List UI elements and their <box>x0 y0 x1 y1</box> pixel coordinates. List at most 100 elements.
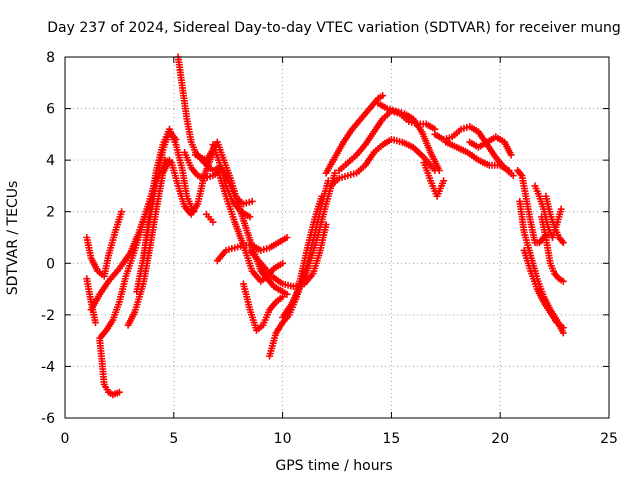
data-point-run <box>453 143 469 155</box>
series-track-24 <box>335 107 439 174</box>
data-point-run <box>124 310 138 329</box>
data-point-run <box>146 208 160 252</box>
data-point-run <box>122 249 138 280</box>
data-point-run <box>420 159 434 182</box>
series-track-26 <box>420 159 448 200</box>
data-point-run <box>96 328 109 342</box>
chart-title: Day 237 of 2024, Sidereal Day-to-day VTE… <box>47 20 621 36</box>
data-point-run <box>409 143 426 160</box>
data-point-run <box>279 303 294 321</box>
data-point <box>118 208 126 216</box>
data-point-run <box>257 245 271 254</box>
x-tick-label: 10 <box>274 431 292 447</box>
y-tick-label: -6 <box>41 411 55 427</box>
data-point-run <box>496 161 511 173</box>
data-point-run <box>418 128 434 154</box>
data-point-run <box>246 246 263 265</box>
data-point-run <box>331 140 346 162</box>
series-track-28 <box>442 138 513 174</box>
data-point-run <box>105 267 122 285</box>
data-point-run <box>553 319 565 330</box>
data-point-run <box>96 337 106 363</box>
data-point-run <box>239 280 253 311</box>
data-point-run <box>427 148 442 172</box>
data-point-run <box>270 261 284 272</box>
data-point-run <box>344 170 358 180</box>
series-track-35 <box>542 192 567 247</box>
y-tick-label: -4 <box>41 359 55 375</box>
data-point-run <box>374 93 385 102</box>
data-point-run <box>516 197 528 234</box>
data-point-run <box>464 148 480 163</box>
data-point-run <box>420 154 437 172</box>
data-point <box>559 239 567 247</box>
data-point-run <box>335 172 349 182</box>
y-axis-label: SDTVAR / TECUs <box>5 181 21 296</box>
data-point-run <box>392 107 406 117</box>
data-point <box>279 259 287 267</box>
data-point-run <box>555 234 566 245</box>
data-point-run <box>514 166 525 178</box>
data-point-run <box>115 275 129 306</box>
data-point-run <box>187 202 200 218</box>
data-point <box>509 172 517 180</box>
data-point-run <box>542 234 554 265</box>
data-point-run <box>139 246 153 288</box>
data-point-run <box>374 99 389 111</box>
data-point <box>379 92 387 100</box>
data-point <box>115 388 123 396</box>
y-tick-label: 6 <box>46 102 55 118</box>
data-point-run <box>179 84 190 120</box>
data-point-run <box>483 134 498 146</box>
data-point-run <box>379 137 393 149</box>
data-point-run <box>501 138 514 157</box>
data-point-run <box>422 120 437 132</box>
series-track-34 <box>538 213 567 285</box>
data-point-run <box>270 282 289 297</box>
data-point-run <box>220 156 233 180</box>
data-point-run <box>183 115 195 144</box>
data-point-run <box>231 218 247 247</box>
data-point-run <box>109 301 122 324</box>
series-track-19 <box>279 169 339 321</box>
data-point-run <box>200 159 215 173</box>
data-point-run <box>179 166 190 198</box>
data-point-run <box>172 141 186 172</box>
data-point-run <box>305 236 321 270</box>
data-point-run <box>361 130 377 149</box>
y-tick-label: 0 <box>46 256 55 272</box>
data-point-run <box>431 130 445 142</box>
y-tick-label: 4 <box>46 153 55 169</box>
axis-ticks: 0 5 10 15 20 25 -6 -4 -2 0 2 4 6 8 <box>41 50 618 447</box>
data-point <box>318 192 326 200</box>
data-point-run <box>298 241 312 275</box>
data-point-run <box>126 231 142 257</box>
data-point-run <box>229 197 244 214</box>
data-point-run <box>257 259 274 278</box>
data-point <box>246 213 254 221</box>
data-point-run <box>322 156 338 177</box>
data-point-run <box>546 308 559 325</box>
data-point-run <box>309 252 323 278</box>
data-point-run <box>305 215 319 247</box>
data-point-run <box>181 148 194 169</box>
data-point-run <box>115 251 133 272</box>
y-tick-label: 2 <box>46 205 55 221</box>
data-point-run <box>98 357 108 386</box>
data-point-run <box>246 306 260 332</box>
data-point-run <box>366 96 381 113</box>
data-point-run <box>165 125 179 146</box>
data-point-run <box>152 143 166 174</box>
data-point-run <box>292 270 306 303</box>
data-point-run <box>400 110 415 122</box>
x-tick-label: 25 <box>600 431 618 447</box>
data-point-run <box>135 205 151 236</box>
data-point-run <box>540 298 553 314</box>
data-point-run <box>357 107 372 123</box>
data-point-run <box>370 143 385 156</box>
data-point-run <box>433 179 447 200</box>
data-point-run <box>248 241 263 253</box>
data-point-run <box>222 245 236 254</box>
data-point-run <box>96 279 111 298</box>
